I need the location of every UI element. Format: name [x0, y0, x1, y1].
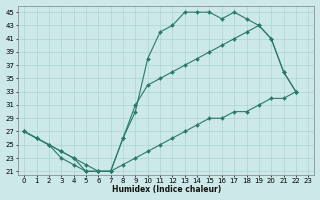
- X-axis label: Humidex (Indice chaleur): Humidex (Indice chaleur): [112, 185, 221, 194]
